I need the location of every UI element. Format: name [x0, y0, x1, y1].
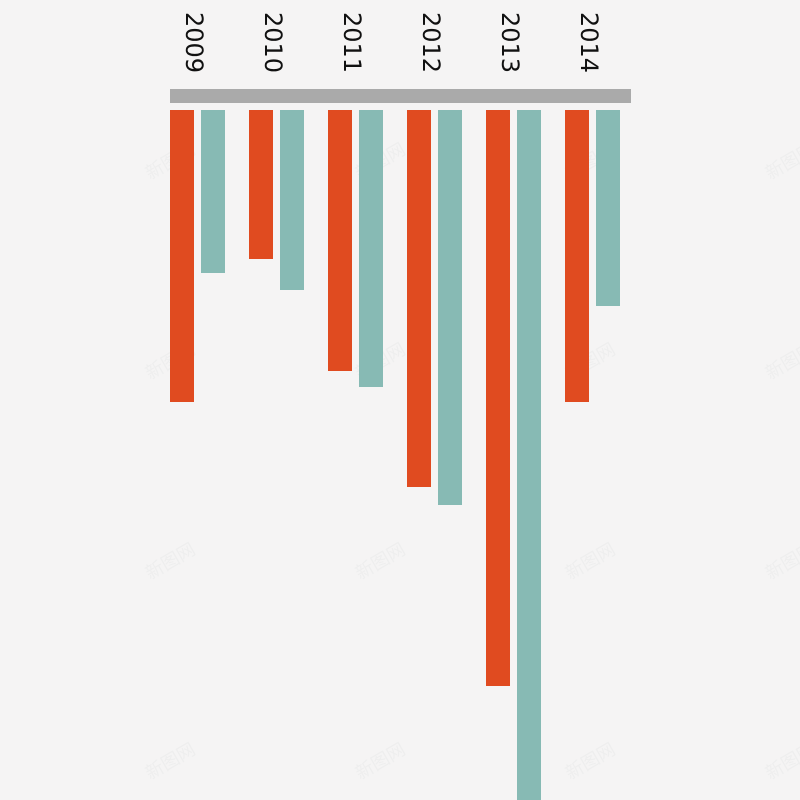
- bar-2012-series-2: [438, 110, 462, 505]
- watermark-text: 新图网: [562, 739, 619, 784]
- bar-2013-series-2: [517, 110, 541, 800]
- bar-2010-series-1: [249, 110, 273, 259]
- bar-2009-series-2: [201, 110, 225, 273]
- bar-2011-series-1: [328, 110, 352, 371]
- bar-2009-series-1: [170, 110, 194, 402]
- category-label-2010: 2010: [259, 12, 287, 73]
- category-label-2011: 2011: [338, 12, 366, 73]
- watermark-text: 新图网: [562, 539, 619, 584]
- bar-2014-series-1: [565, 110, 589, 402]
- category-label-2014: 2014: [575, 12, 603, 73]
- bar-2012-series-1: [407, 110, 431, 487]
- bar-2010-series-2: [280, 110, 304, 290]
- watermark-text: 新图网: [142, 539, 199, 584]
- chart-baseline: [170, 89, 631, 103]
- watermark-text: 新图网: [762, 139, 800, 184]
- category-label-2012: 2012: [417, 12, 445, 73]
- category-label-2009: 2009: [180, 12, 208, 73]
- watermark-layer: 新图网新图网新图网新图网新图网新图网新图网新图网新图网新图网新图网新图网新图网新…: [142, 139, 800, 784]
- bar-2014-series-2: [596, 110, 620, 306]
- category-label-2013: 2013: [496, 12, 524, 73]
- watermark-text: 新图网: [352, 739, 409, 784]
- bar-2011-series-2: [359, 110, 383, 387]
- watermark-text: 新图网: [142, 739, 199, 784]
- bar-2013-series-1: [486, 110, 510, 686]
- watermark-text: 新图网: [352, 539, 409, 584]
- watermark-text: 新图网: [762, 739, 800, 784]
- watermark-text: 新图网: [762, 339, 800, 384]
- bar-series-group: [170, 110, 620, 800]
- watermark-text: 新图网: [762, 539, 800, 584]
- category-label-group: 2009 2010 2011 2012 2013 2014: [180, 12, 603, 73]
